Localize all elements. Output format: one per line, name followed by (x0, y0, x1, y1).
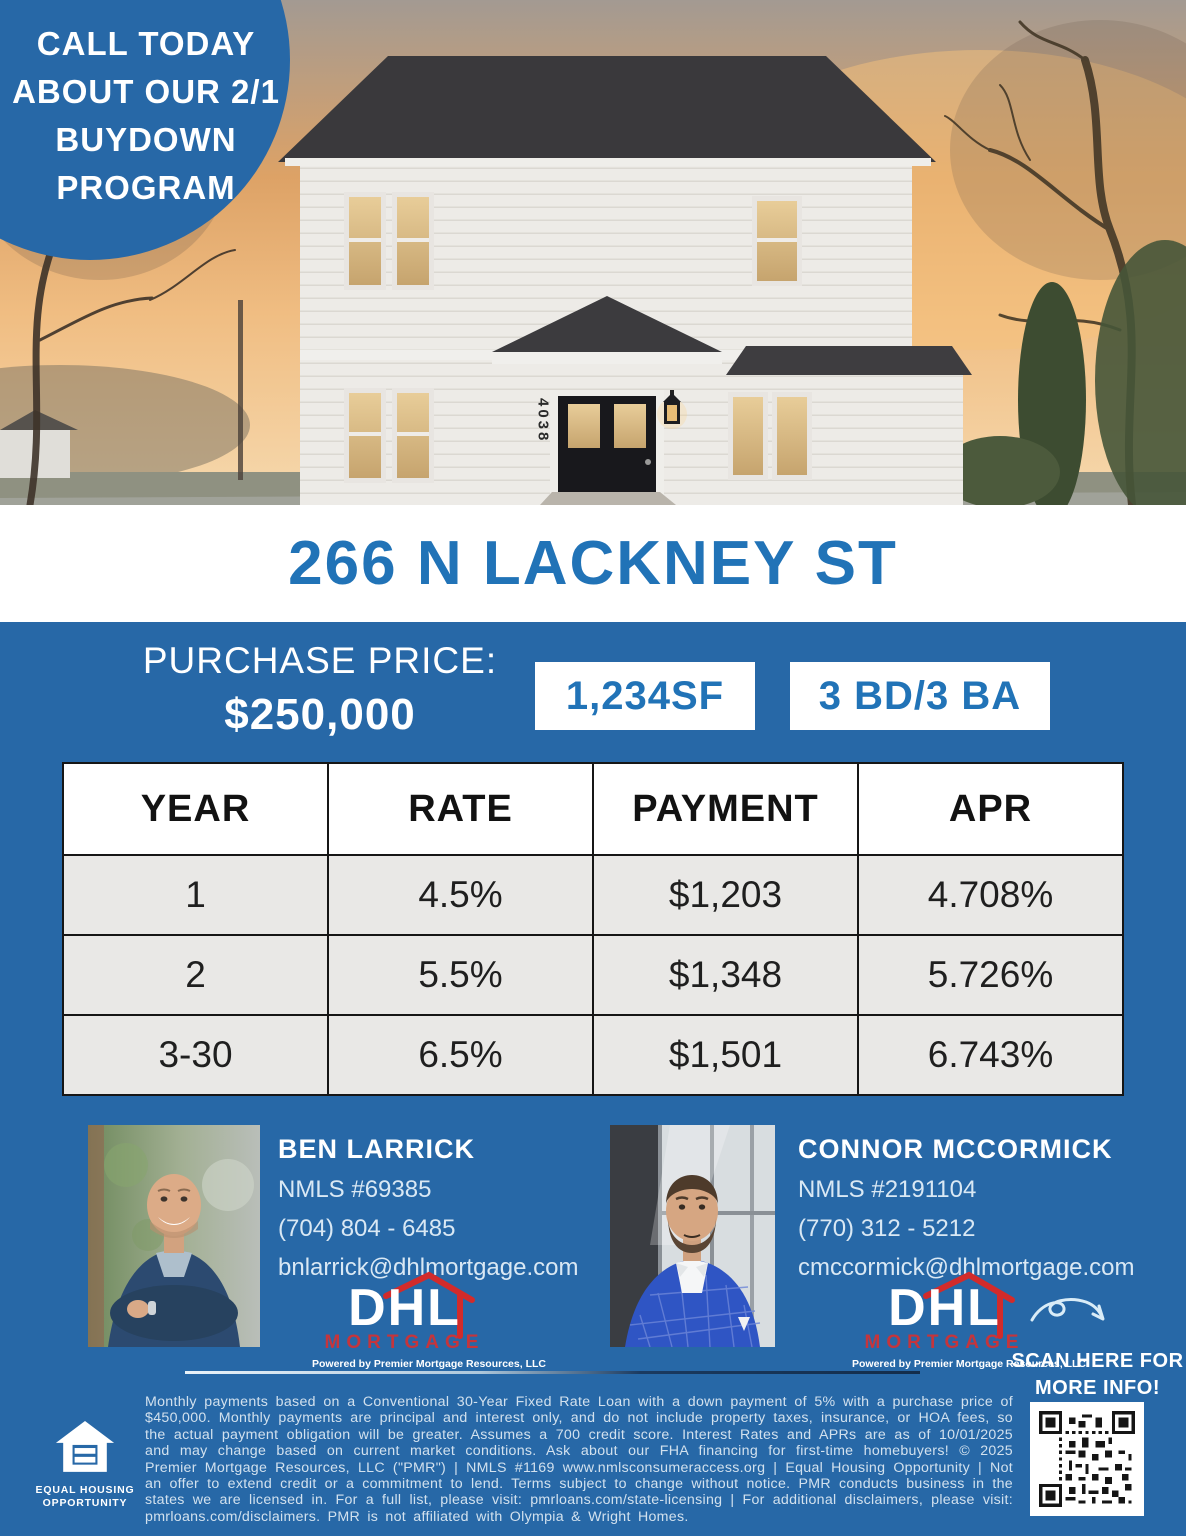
agent-photo-connor (610, 1125, 775, 1347)
eho-line-2: OPPORTUNITY (42, 1497, 128, 1509)
dhl-division-label: MORTGAGE (864, 1332, 1025, 1353)
promo-line-1: CALL TODAY (36, 25, 256, 62)
cell-payment-3: $1,501 (592, 1014, 859, 1096)
table-row: 2 5.5% $1,348 5.726% (62, 934, 1124, 1016)
cell-apr-3: 6.743% (857, 1014, 1124, 1096)
cell-payment-2: $1,348 (592, 934, 859, 1016)
section-divider (185, 1371, 920, 1374)
equal-housing-house-icon (55, 1421, 115, 1472)
promo-badge-text: CALL TODAY ABOUT OUR 2/1 BUYDOWN PROGRAM (0, 20, 292, 212)
dhl-division-label: MORTGAGE (324, 1332, 485, 1353)
porch-lantern (657, 390, 687, 429)
scan-cta: SCAN HERE FOR MORE INFO! (1005, 1348, 1186, 1402)
qr-code-pattern (1039, 1411, 1135, 1507)
dhl-tagline: Powered by Premier Mortgage Resources, L… (852, 1358, 1086, 1370)
agent-name: BEN LARRICK (278, 1134, 475, 1164)
dhl-house-icon (383, 1271, 475, 1339)
promo-line-2: ABOUT OUR 2/1 (12, 73, 280, 110)
dhl-mortgage-logo: DHL MORTGAGE Powered by Premier Mortgage… (852, 1271, 1086, 1370)
utility-pole (238, 300, 243, 480)
promo-line-3: BUYDOWN (55, 121, 237, 158)
col-year: YEAR (62, 762, 329, 856)
agent-nmls: NMLS #69385 (278, 1176, 432, 1203)
agent-phone: (704) 804 - 6485 (278, 1215, 456, 1242)
qr-code (1030, 1402, 1144, 1516)
dhl-wordmark: DHL (888, 1279, 1001, 1337)
curved-arrow-icon (1030, 1298, 1105, 1322)
promo-line-4: PROGRAM (56, 169, 236, 206)
sqft-chip: 1,234SF (535, 662, 755, 730)
cell-year-1: 1 (62, 854, 329, 936)
property-address: 266 N LACKNEY ST (288, 529, 898, 598)
scan-line-2: MORE INFO! (1035, 1377, 1160, 1399)
cell-rate-1: 4.5% (327, 854, 594, 936)
door-number: 4038 (535, 398, 552, 443)
dhl-tagline: Powered by Premier Mortgage Resources, L… (312, 1358, 546, 1370)
purchase-price-block: PURCHASE PRICE: $250,000 (128, 640, 512, 740)
agent-card-ben: BEN LARRICK NMLS #69385 (704) 804 - 6485… (278, 1134, 578, 1282)
purchase-price-label: PURCHASE PRICE: (142, 640, 498, 681)
lower-windows (344, 388, 812, 483)
rate-table-header-row: YEAR RATE PAYMENT APR (62, 762, 1124, 856)
cell-payment-1: $1,203 (592, 854, 859, 936)
cell-rate-3: 6.5% (327, 1014, 594, 1096)
rate-table: YEAR RATE PAYMENT APR 1 4.5% $1,203 4.70… (62, 762, 1124, 1096)
col-payment: PAYMENT (592, 762, 859, 856)
disclaimer-text: Monthly payments based on a Conventional… (145, 1394, 1013, 1525)
scan-line-1: SCAN HERE FOR (1011, 1350, 1184, 1372)
cell-rate-2: 5.5% (327, 934, 594, 1016)
dhl-house-icon (923, 1271, 1015, 1339)
cell-year-3: 3-30 (62, 1014, 329, 1096)
table-row: 1 4.5% $1,203 4.708% (62, 854, 1124, 936)
cell-apr-2: 5.726% (857, 934, 1124, 1016)
agent-card-connor: CONNOR MCCORMICK NMLS #2191104 (770) 312… (798, 1134, 1134, 1282)
agent-name: CONNOR MCCORMICK (798, 1134, 1113, 1164)
table-row: 3-30 6.5% $1,501 6.743% (62, 1014, 1124, 1096)
agent-photo-ben (88, 1125, 260, 1347)
address-band: 266 N LACKNEY ST (0, 505, 1186, 622)
dhl-mortgage-logo: DHL MORTGAGE Powered by Premier Mortgage… (312, 1271, 546, 1370)
house: 4038 (278, 56, 972, 505)
equal-housing-logo: EQUAL HOUSING OPPORTUNITY (33, 1420, 137, 1510)
main-roof (278, 56, 936, 162)
details-section: PURCHASE PRICE: $250,000 1,234SF 3 BD/3 … (0, 622, 1186, 1536)
cell-apr-1: 4.708% (857, 854, 1124, 936)
agent-nmls: NMLS #2191104 (798, 1176, 977, 1203)
eho-line-1: EQUAL HOUSING (35, 1484, 135, 1496)
col-rate: RATE (327, 762, 594, 856)
upper-windows (344, 192, 802, 290)
cell-year-2: 2 (62, 934, 329, 1016)
purchase-price-value: $250,000 (224, 690, 416, 739)
col-apr: APR (857, 762, 1124, 856)
porch-roof (492, 296, 722, 352)
beds-baths-chip: 3 BD/3 BA (790, 662, 1050, 730)
agent-phone: (770) 312 - 5212 (798, 1215, 976, 1242)
dhl-wordmark: DHL (348, 1279, 461, 1337)
